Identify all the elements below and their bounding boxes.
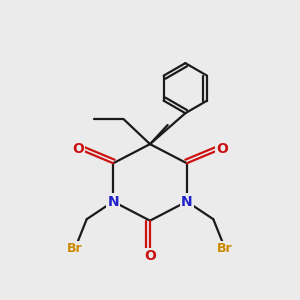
Text: N: N — [181, 194, 193, 208]
Text: O: O — [216, 142, 228, 155]
Text: O: O — [144, 249, 156, 263]
Text: N: N — [107, 194, 119, 208]
Text: Br: Br — [217, 242, 233, 255]
Text: Br: Br — [67, 242, 83, 255]
Text: O: O — [72, 142, 84, 155]
